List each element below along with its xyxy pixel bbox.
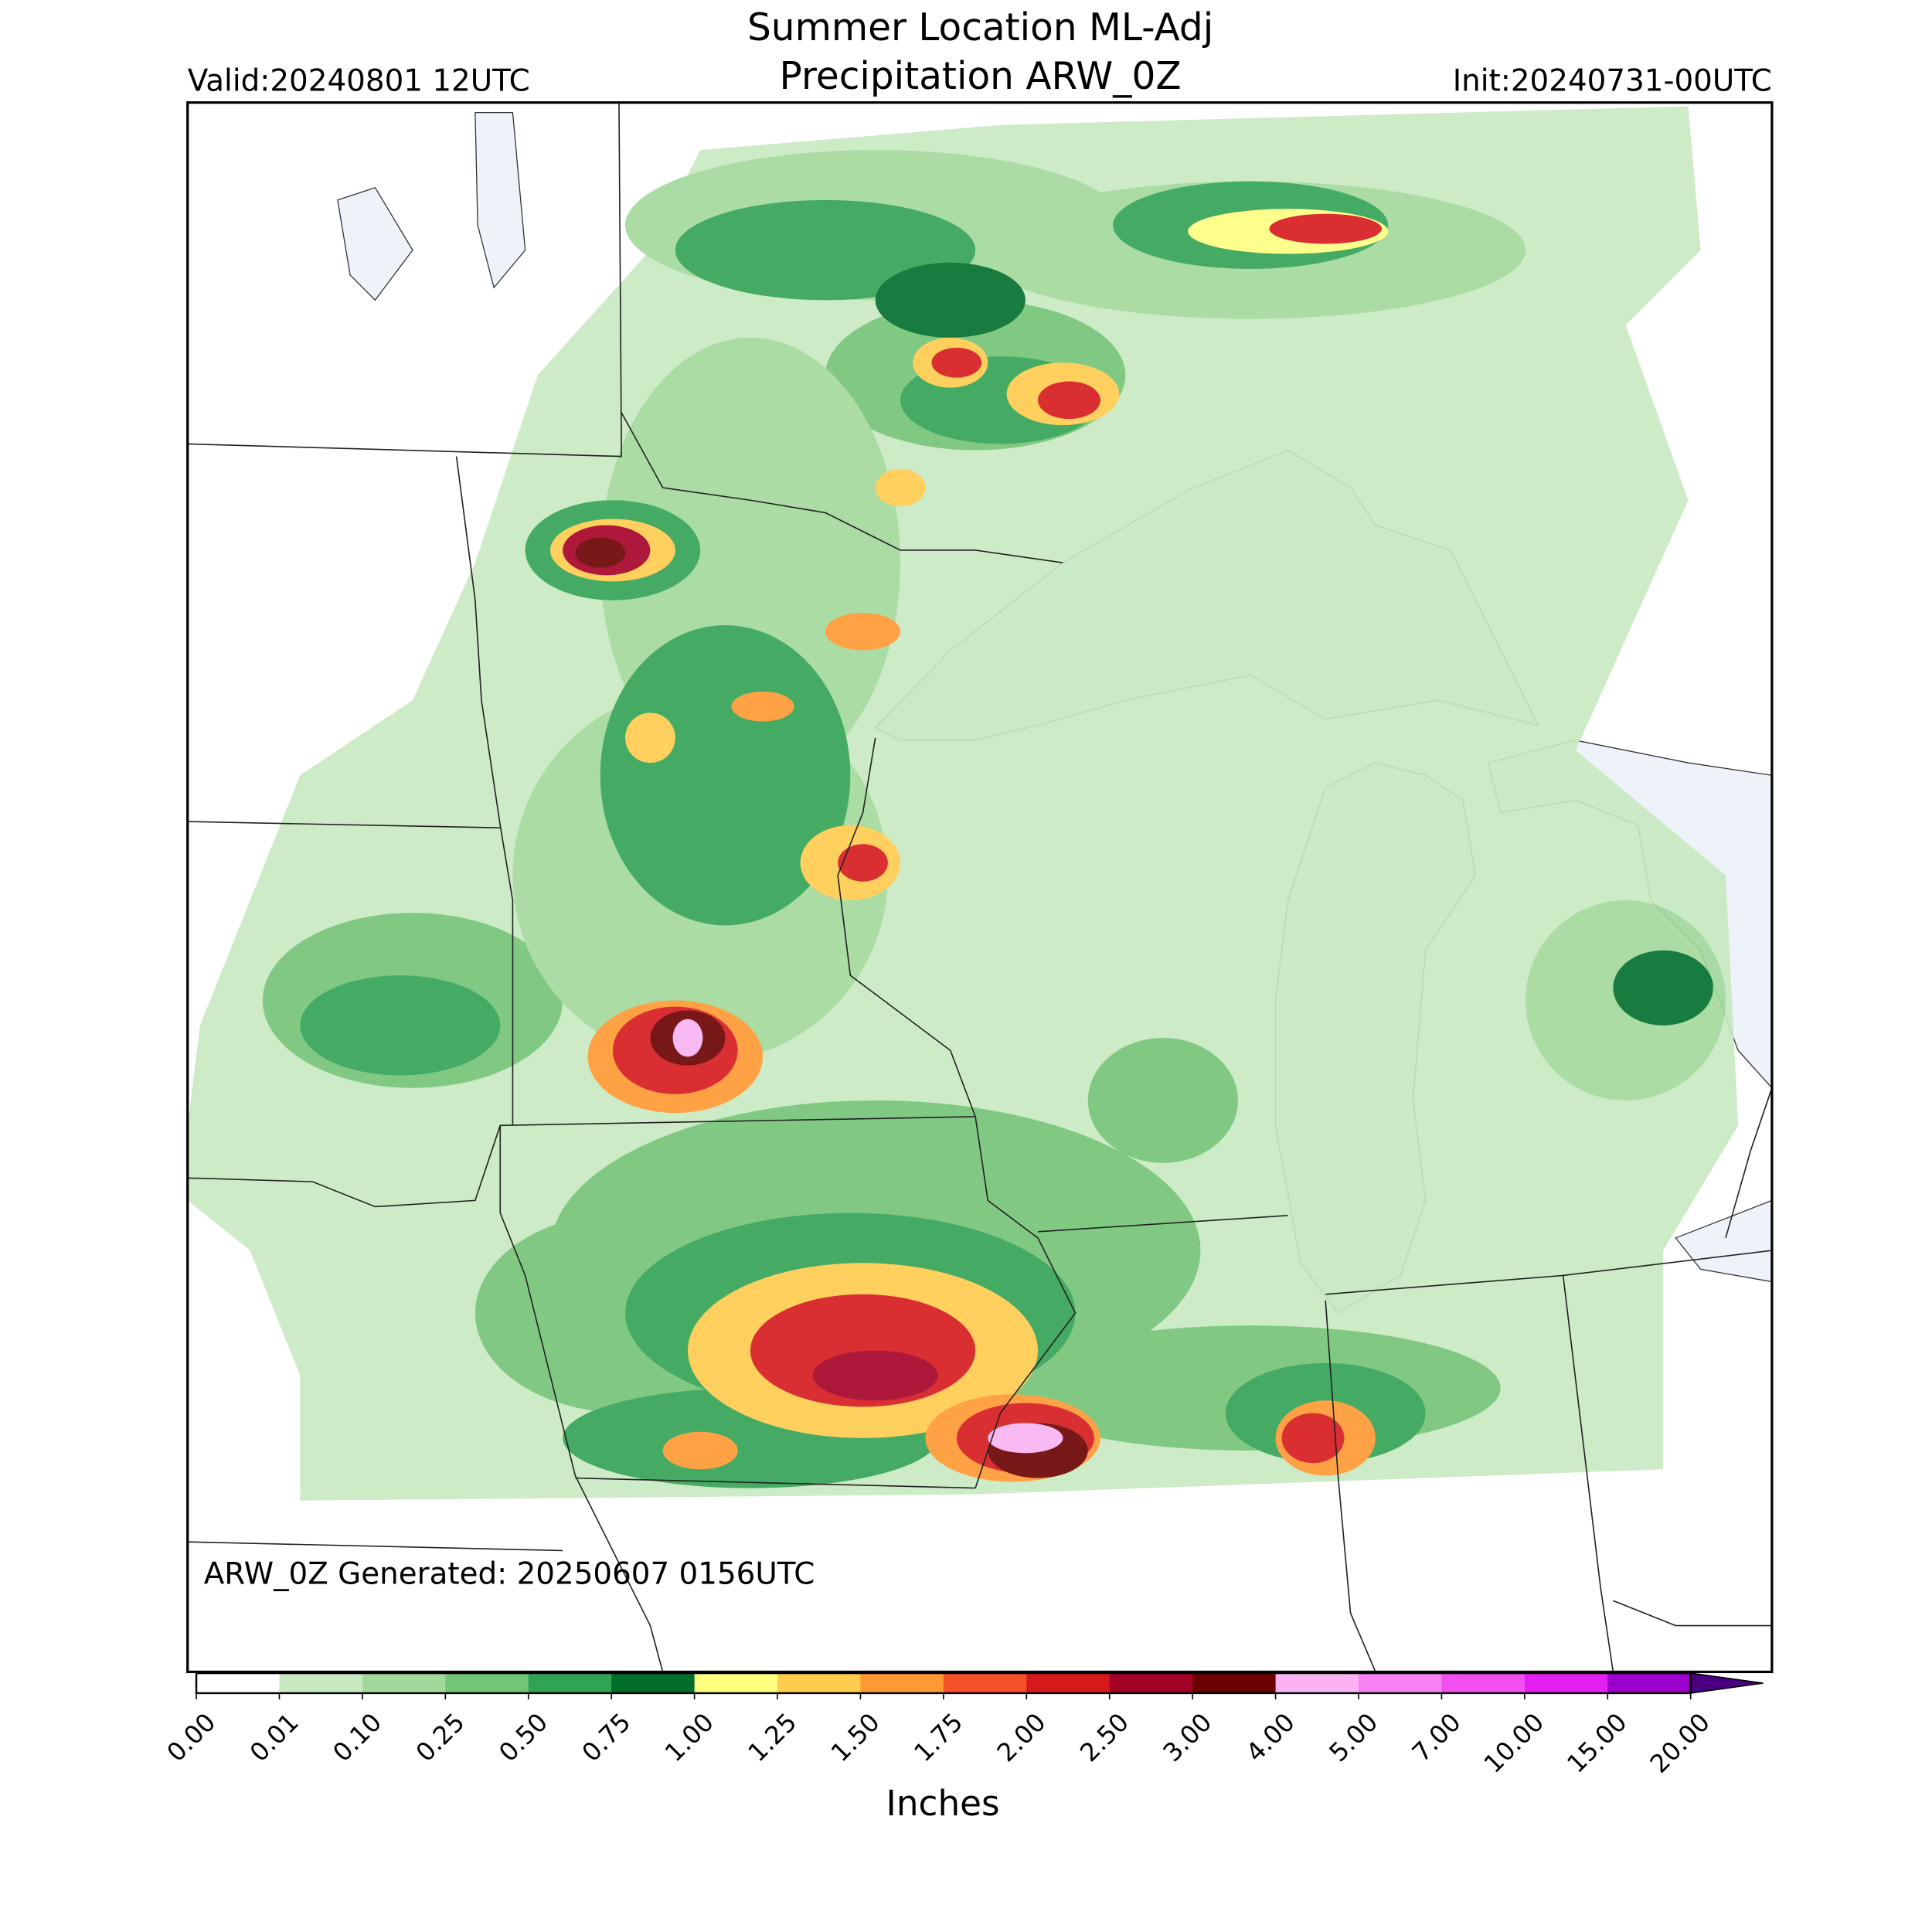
- colorbar-tick-label: 1.50: [825, 1707, 886, 1767]
- colorbar-tick-label: 0.00: [162, 1707, 222, 1767]
- precip-cell: [1281, 1413, 1345, 1464]
- color-bin: [1607, 1673, 1692, 1693]
- colorbar-tick-label: 0.10: [327, 1707, 387, 1767]
- colorbar-tick-label: 1.00: [659, 1707, 719, 1767]
- colorbar-tick-label: 2.00: [992, 1707, 1052, 1767]
- color-bin: [445, 1673, 529, 1693]
- precip-cell: [1269, 213, 1383, 244]
- colorbar-extend: [1689, 1672, 1764, 1694]
- title-line-1: Summer Location ML-Adj: [747, 6, 1213, 49]
- colorbar-tick-label: 2.50: [1074, 1707, 1134, 1767]
- color-bin: [777, 1673, 861, 1693]
- colorbar-tick-label: 0.01: [244, 1707, 304, 1767]
- color-bin: [1026, 1673, 1111, 1693]
- color-bin: [1192, 1673, 1277, 1693]
- precip-cell: [1613, 950, 1713, 1026]
- precip-cell: [812, 1350, 938, 1401]
- map-frame: [186, 101, 1774, 1674]
- color-bin: [860, 1673, 944, 1693]
- colorbar: 0.00 0.01 0.10 0.25 0.50 0.75 1.00 1.25 1.50 1.75…: [162, 1672, 1764, 1779]
- colorbar-tick-label: 5.00: [1324, 1707, 1384, 1767]
- color-bin: [362, 1673, 446, 1693]
- precip-cell: [875, 468, 926, 507]
- title-line-2: Precipitation ARW_0Z: [780, 55, 1182, 98]
- colorbar-tick-label: 7.00: [1406, 1707, 1467, 1767]
- precip-cell: [625, 713, 675, 764]
- map-area: [187, 102, 1772, 1672]
- precipitation-field: [187, 106, 1739, 1501]
- init-time: Init:20240731-00UTC: [1453, 63, 1772, 98]
- precip-cell: [662, 1431, 738, 1470]
- color-bin: [1359, 1673, 1442, 1693]
- colorbar-tick-label: 15.00: [1561, 1707, 1632, 1778]
- colorbar-tick-label: 1.75: [908, 1707, 968, 1767]
- precip-cell: [988, 1423, 1063, 1454]
- colorbar-tick-label: 20.00: [1645, 1707, 1716, 1778]
- color-bin: [196, 1673, 280, 1693]
- color-bin: [1524, 1673, 1608, 1693]
- color-bin: [611, 1673, 696, 1693]
- precip-cell: [875, 262, 1026, 338]
- color-bin: [694, 1673, 778, 1693]
- precip-cell: [838, 844, 888, 882]
- precip-cell: [1038, 381, 1100, 420]
- color-bin: [1109, 1673, 1193, 1693]
- colorbar-tick-label: 1.25: [743, 1707, 803, 1767]
- color-bin: [528, 1673, 612, 1693]
- color-bin: [279, 1673, 363, 1693]
- precip-cell: [300, 975, 501, 1076]
- valid-time: Valid:20240801 12UTC: [188, 63, 530, 98]
- colorbar-tick-label: 0.50: [493, 1707, 553, 1767]
- boundaries: [187, 102, 1772, 1672]
- colorbar-label: Inches: [886, 1783, 999, 1824]
- color-bin: [1441, 1673, 1526, 1693]
- color-bin: [1275, 1673, 1359, 1693]
- colorbar-tick-label: 0.25: [410, 1707, 471, 1767]
- precip-cell: [672, 1019, 703, 1057]
- colorbar-tick-label: 3.00: [1158, 1707, 1218, 1767]
- precip-cell: [825, 612, 901, 651]
- color-bin: [943, 1673, 1027, 1693]
- colorbar-tick-label: 4.00: [1240, 1707, 1301, 1767]
- colorbar-tick-label: 0.75: [577, 1707, 637, 1767]
- precip-cell: [931, 347, 982, 378]
- colorbar-tick-label: 10.00: [1478, 1707, 1549, 1778]
- precip-cell: [575, 537, 626, 568]
- precip-cell: [1087, 1038, 1238, 1163]
- generated-note: ARW_0Z Generated: 20250607 0156UTC: [204, 1556, 815, 1591]
- precip-cell: [731, 691, 794, 722]
